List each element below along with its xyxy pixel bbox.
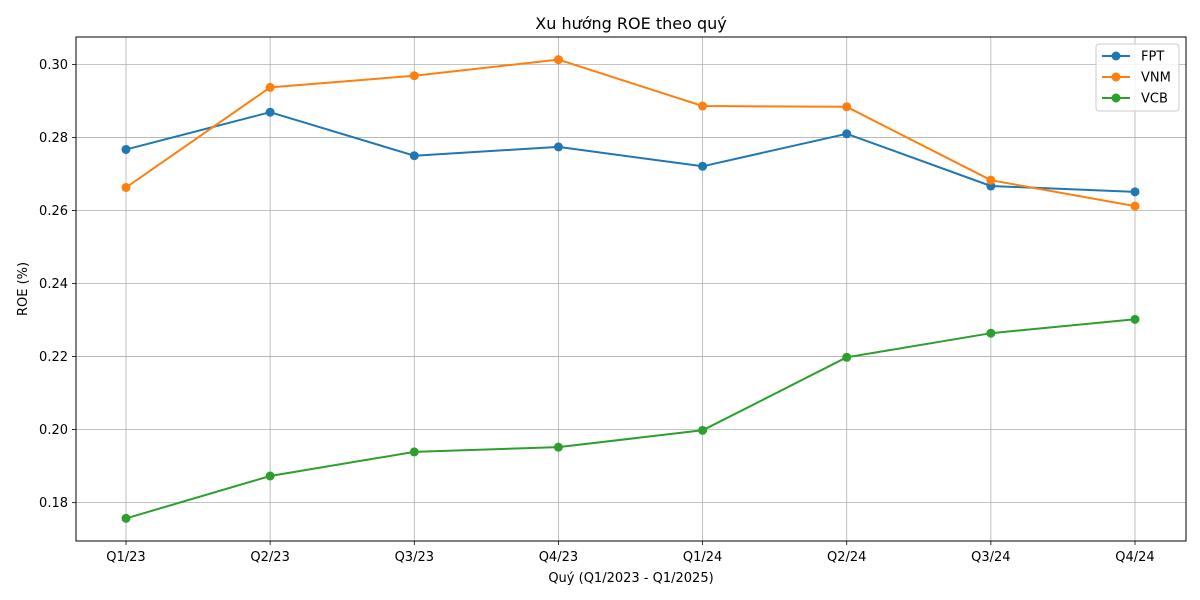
data-point-vnm bbox=[121, 182, 131, 192]
data-point-fpt bbox=[553, 142, 563, 152]
legend-label-fpt: FPT bbox=[1141, 50, 1164, 65]
y-tick-label: 0.20 bbox=[39, 423, 68, 438]
x-tick-label: Q4/23 bbox=[539, 550, 578, 565]
y-tick-label: 0.26 bbox=[39, 204, 68, 219]
data-point-vnm bbox=[842, 102, 852, 112]
data-point-vnm bbox=[986, 175, 996, 185]
legend-marker-vcb bbox=[1111, 93, 1121, 103]
series-lines bbox=[125, 58, 1136, 520]
data-point-fpt bbox=[121, 144, 131, 154]
data-point-vcb bbox=[121, 513, 131, 523]
y-axis: 0.18 0.20 0.22 0.24 0.26 0.28 0.30 bbox=[39, 58, 76, 511]
y-tick-label: 0.30 bbox=[39, 58, 68, 73]
data-point-vnm bbox=[265, 82, 275, 92]
data-point-vcb bbox=[1130, 314, 1140, 324]
series-line-vnm bbox=[125, 58, 1136, 208]
x-tick-label: Q1/23 bbox=[106, 550, 145, 565]
y-tick-label: 0.24 bbox=[39, 277, 68, 292]
data-point-fpt bbox=[409, 151, 419, 161]
data-point-fpt bbox=[698, 161, 708, 171]
x-axis: Q1/23 Q2/23 Q3/23 Q4/23 Q1/24 Q2/24 Q3/24 Q4/24 bbox=[106, 541, 1155, 565]
plot-frame bbox=[75, 36, 1187, 542]
legend: FPT VNM VCB bbox=[1095, 43, 1180, 112]
data-point-vcb bbox=[842, 352, 852, 362]
y-tick-label: 0.18 bbox=[39, 496, 68, 511]
data-point-vcb bbox=[265, 471, 275, 481]
y-tick-label: 0.22 bbox=[39, 350, 68, 365]
series-line-fpt bbox=[125, 111, 1136, 193]
legend-label-vnm: VNM bbox=[1141, 71, 1171, 86]
legend-marker-fpt bbox=[1111, 51, 1121, 61]
data-point-vcb bbox=[698, 425, 708, 435]
x-tick-label: Q2/23 bbox=[250, 550, 289, 565]
data-point-vnm bbox=[1130, 201, 1140, 211]
x-axis-label: Quý (Q1/2023 - Q1/2025) bbox=[548, 571, 713, 586]
x-tick-label: Q3/24 bbox=[971, 550, 1010, 565]
data-point-fpt bbox=[265, 107, 275, 117]
y-tick-label: 0.28 bbox=[39, 131, 68, 146]
data-point-vcb bbox=[986, 328, 996, 338]
legend-marker-vnm bbox=[1111, 72, 1121, 82]
data-point-vcb bbox=[409, 447, 419, 457]
x-tick-label: Q3/23 bbox=[395, 550, 434, 565]
x-tick-label: Q2/24 bbox=[827, 550, 866, 565]
legend-label-vcb: VCB bbox=[1141, 92, 1168, 107]
y-axis-label: ROE (%) bbox=[16, 262, 31, 316]
series-line-vcb bbox=[125, 318, 1136, 520]
series-markers bbox=[121, 55, 1140, 523]
data-point-vnm bbox=[698, 101, 708, 111]
grid-lines bbox=[76, 37, 1186, 541]
x-tick-label: Q4/24 bbox=[1115, 550, 1154, 565]
data-point-fpt bbox=[1130, 187, 1140, 197]
chart-title: Xu hướng ROE theo quý bbox=[535, 14, 726, 33]
data-point-vnm bbox=[409, 71, 419, 81]
x-tick-label: Q1/24 bbox=[683, 550, 722, 565]
data-point-vcb bbox=[553, 442, 563, 452]
data-point-vnm bbox=[553, 55, 563, 65]
data-point-fpt bbox=[842, 129, 852, 139]
